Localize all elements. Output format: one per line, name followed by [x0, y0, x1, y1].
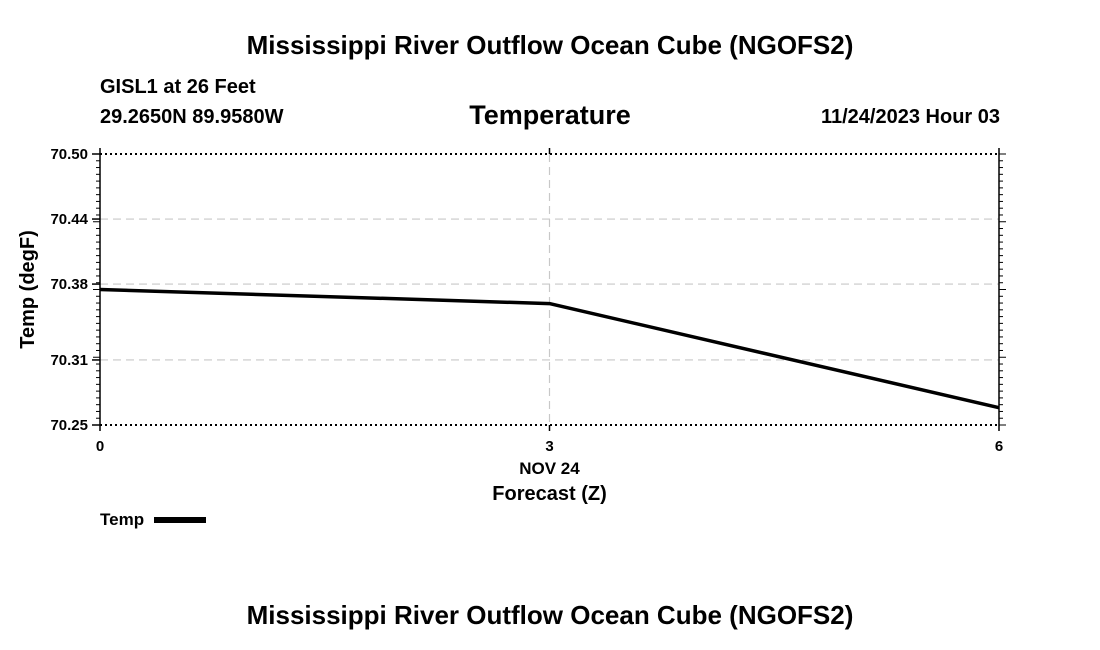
footer-title: Mississippi River Outflow Ocean Cube (NG… [246, 600, 854, 630]
y-tick-label: 70.38 [50, 276, 88, 293]
y-tick-label: 70.50 [50, 146, 88, 163]
legend-swatch [154, 517, 207, 523]
x-date-label: NOV 24 [519, 459, 580, 478]
y-tick-label: 70.44 [50, 211, 88, 228]
legend-label: Temp [100, 510, 145, 529]
station-label: GISL1 at 26 Feet [100, 76, 256, 98]
y-axis-label: Temp (degF) [17, 230, 39, 349]
y-tick-label: 70.31 [50, 352, 88, 369]
series-line-temp [99, 287, 1000, 410]
x-tick-label: 0 [96, 438, 104, 455]
chart-title: Mississippi River Outflow Ocean Cube (NG… [246, 30, 854, 60]
x-axis-label: Forecast (Z) [492, 483, 606, 505]
forecast-datetime: 11/24/2023 Hour 03 [820, 106, 1000, 128]
variable-title: Temperature [469, 100, 631, 130]
x-tick-label: 3 [545, 438, 553, 455]
station-coordinates: 29.2650N 89.9580W [100, 106, 284, 128]
y-tick-label: 70.25 [50, 417, 88, 434]
legend: Temp [100, 510, 207, 530]
x-tick-label: 6 [995, 438, 1003, 455]
